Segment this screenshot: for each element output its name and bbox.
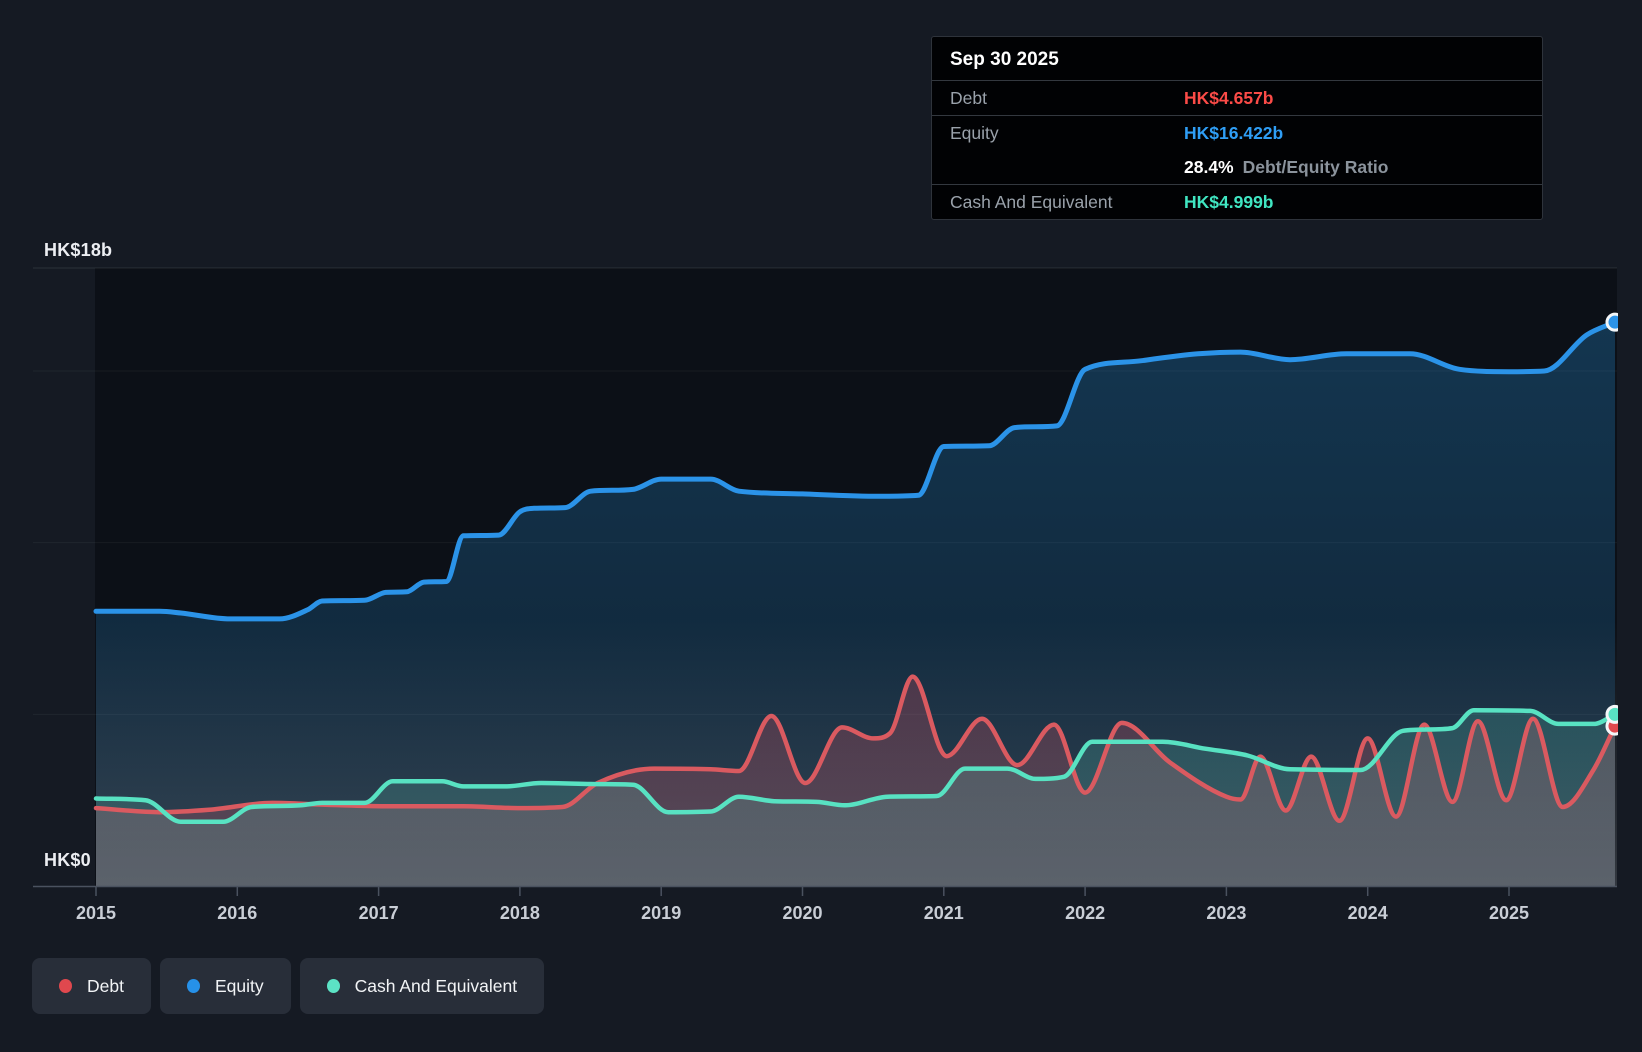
debt-equity-ratio-value: 28.4% (1184, 156, 1234, 177)
chart-legend: Debt Equity Cash And Equivalent (32, 958, 545, 1014)
legend-equity-label: Equity (214, 975, 264, 996)
x-axis-year-label: 2024 (1347, 903, 1388, 923)
y-axis-zero-label: HK$0 (44, 850, 91, 870)
x-axis-year-label: 2022 (1065, 903, 1106, 923)
y-axis-max-label: HK$18b (44, 240, 113, 260)
equity-legend-dot-icon (186, 979, 200, 993)
tooltip-row-ratio: 28.4% Debt/Equity Ratio (932, 150, 1542, 184)
x-axis-year-label: 2019 (641, 903, 682, 923)
x-axis-year-label: 2016 (217, 903, 258, 923)
x-axis-year-label: 2015 (75, 903, 117, 923)
tooltip-date: Sep 30 2025 (950, 49, 1059, 70)
x-axis-year-label: 2025 (1488, 903, 1530, 923)
legend-item-debt[interactable]: Debt (32, 958, 151, 1014)
x-axis: 2015 2016 2017 2018 2019 2020 2021 2022 2023 2024… (0, 903, 1642, 929)
debt-equity-ratio-label: Debt/Equity Ratio (1242, 156, 1389, 177)
tooltip-row-debt: Debt HK$4.657b (932, 80, 1542, 115)
tooltip-row-cash: Cash And Equivalent HK$4.999b (932, 184, 1542, 219)
legend-cash-label: Cash And Equivalent (354, 975, 518, 996)
debt-legend-dot-icon (59, 979, 72, 993)
x-axis-year-label: 2023 (1206, 903, 1247, 923)
tooltip-debt-label: Debt (950, 87, 987, 108)
cash-legend-dot-icon (326, 979, 340, 993)
chart-tooltip: Sep 30 2025 Debt HK$4.657b Equity HK$16.… (931, 36, 1543, 220)
tooltip-cash-label: Cash And Equivalent (950, 191, 1113, 212)
x-axis-year-label: 2021 (923, 903, 964, 923)
tooltip-row-equity: Equity HK$16.422b (932, 115, 1542, 150)
legend-debt-label: Debt (87, 975, 124, 996)
x-axis-year-label: 2017 (358, 903, 399, 923)
tooltip-debt-value: HK$4.657b (1184, 87, 1274, 108)
tooltip-equity-value: HK$16.422b (1184, 122, 1284, 143)
x-axis-year-label: 2020 (782, 903, 823, 923)
legend-item-cash[interactable]: Cash And Equivalent (299, 958, 545, 1014)
tooltip-equity-label: Equity (950, 122, 999, 143)
legend-item-equity[interactable]: Equity (159, 958, 291, 1014)
x-axis-year-label: 2018 (499, 903, 540, 923)
tooltip-cash-value: HK$4.999b (1184, 191, 1274, 212)
